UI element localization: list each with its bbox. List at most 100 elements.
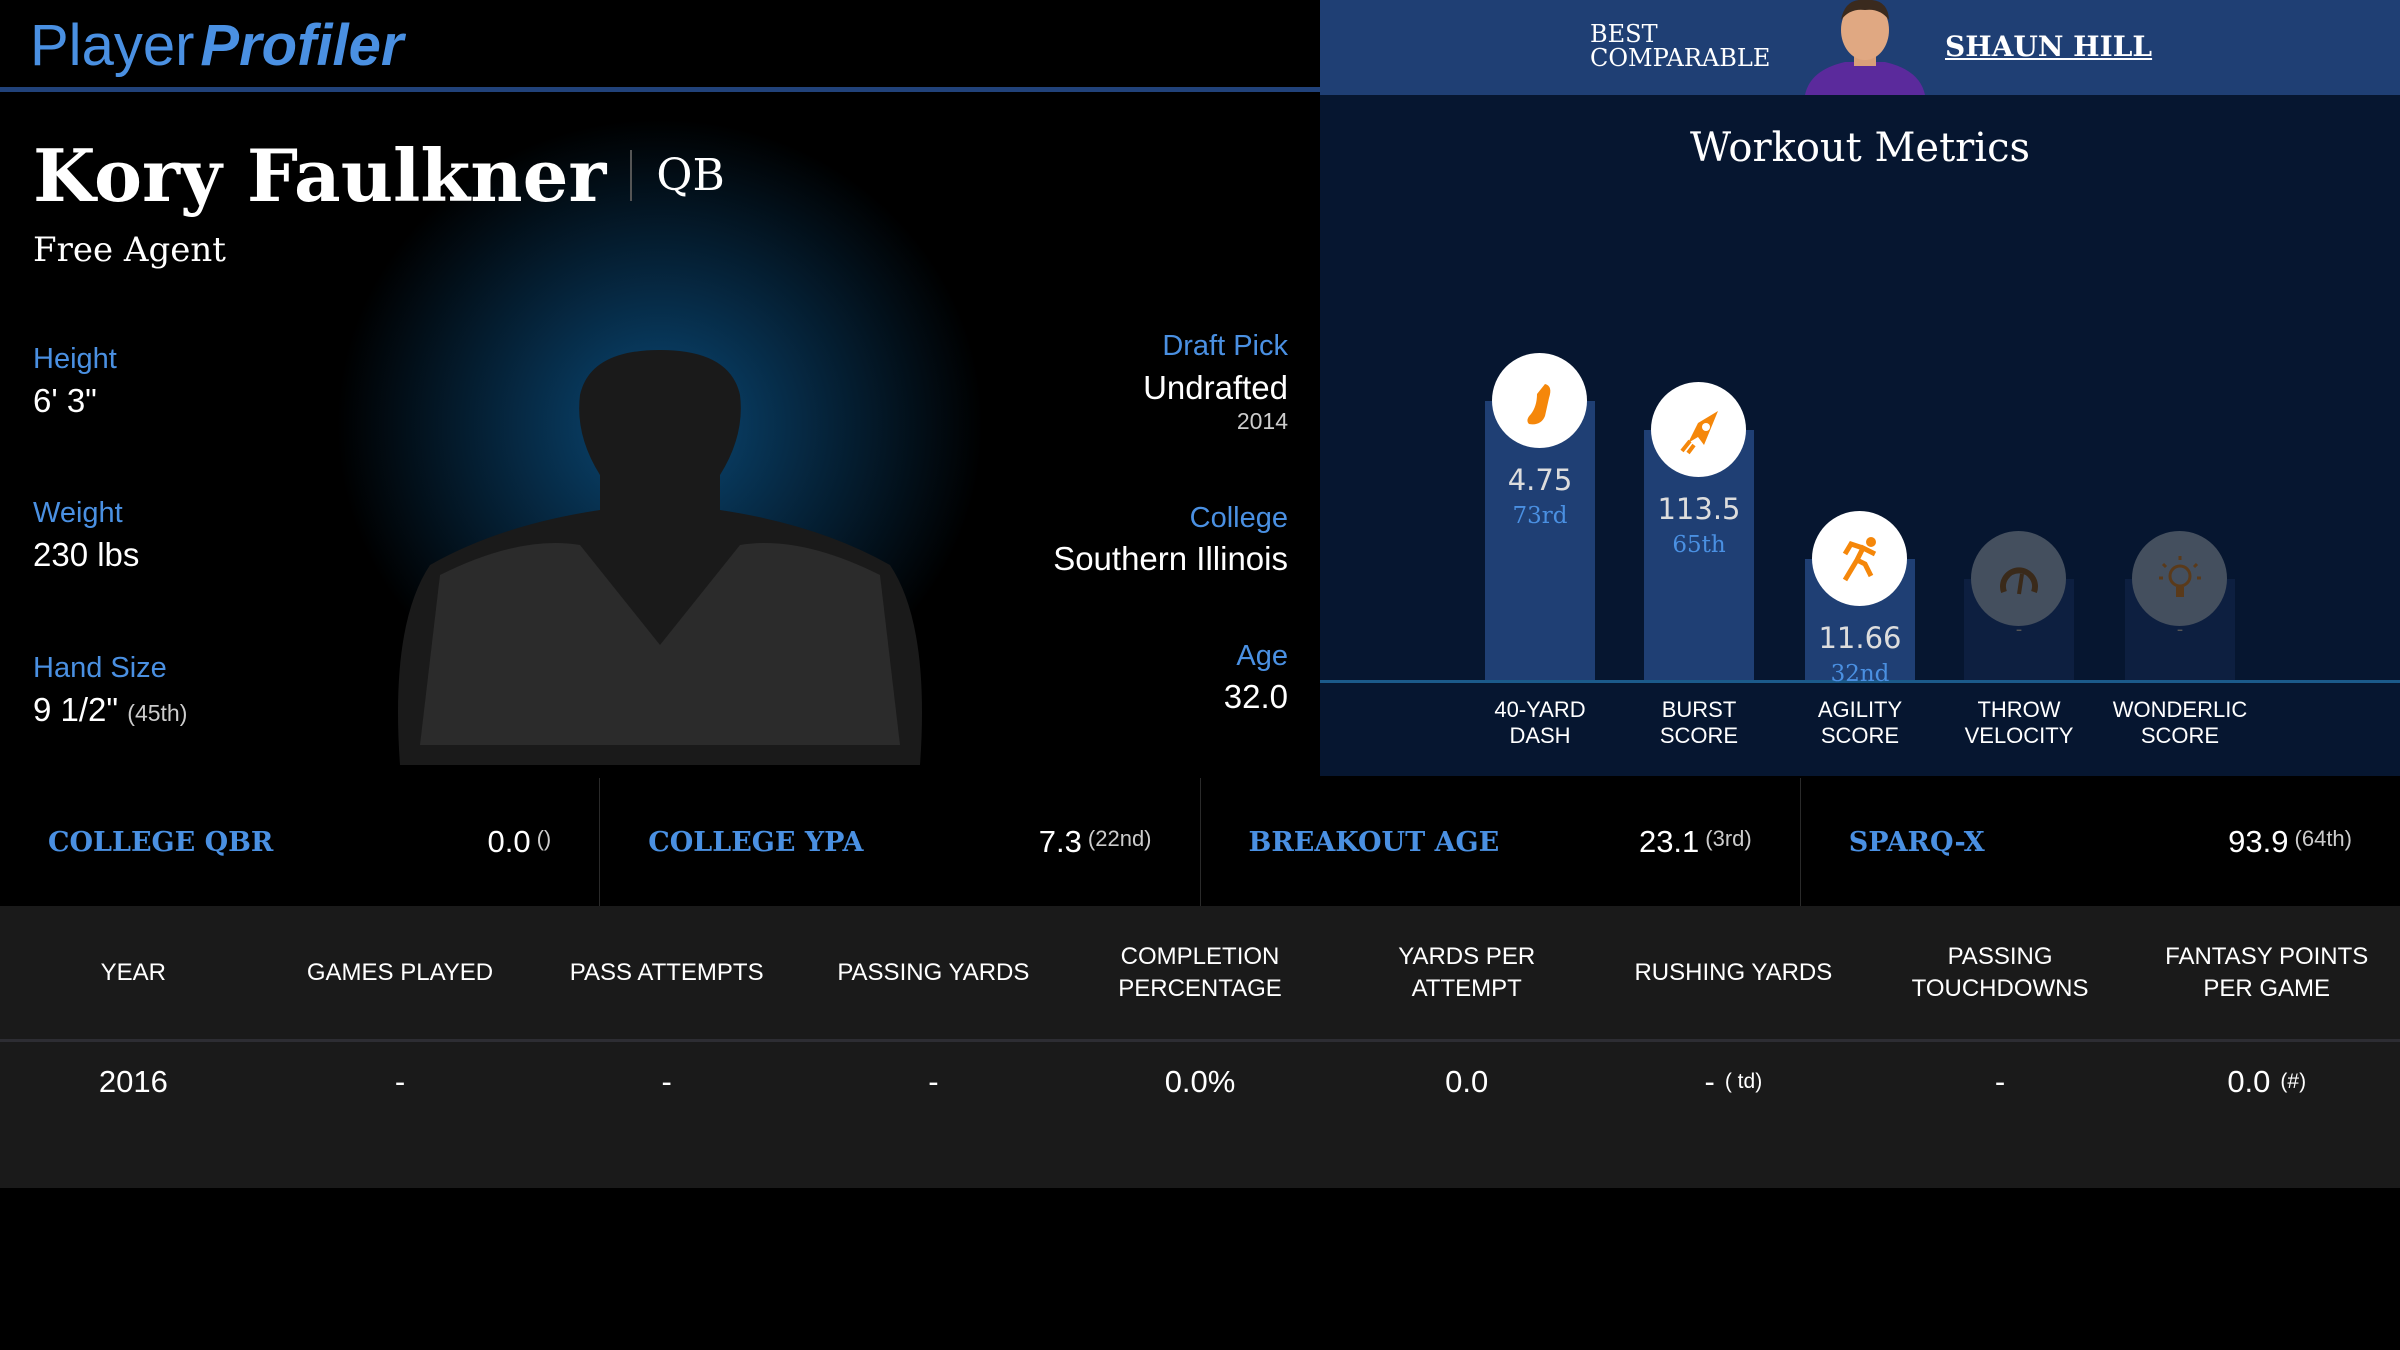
best-label: BEST: [1590, 20, 1658, 48]
logo-text-profiler: Profiler: [200, 13, 404, 78]
column-header[interactable]: RUSHING YARDS: [1634, 958, 1833, 986]
cell-value: 0.0: [2227, 1064, 2271, 1099]
metric-label-line1: WONDERLIC: [2112, 697, 2248, 722]
shoe-icon: [1492, 353, 1587, 448]
cell-value: -: [928, 1064, 939, 1099]
table-cell: -: [533, 1042, 800, 1122]
column-header[interactable]: YARDS PER ATTEMPT: [1398, 942, 1536, 1002]
metric-value: 11.66: [1818, 621, 1902, 655]
stat-college-ypa: COLLEGE YPA 7.3 (22nd): [600, 778, 1201, 906]
player-team: Free Agent: [33, 230, 226, 270]
column-header[interactable]: YEAR: [100, 958, 167, 986]
table-cell: 0.0: [1333, 1042, 1600, 1122]
college-value: Southern Illinois: [1053, 540, 1288, 577]
cell-extra: ( td): [1724, 1070, 1763, 1093]
rocket-icon: [1651, 382, 1746, 477]
logo[interactable]: Player Profiler: [30, 12, 403, 79]
stat-value: 23.1: [1638, 824, 1700, 859]
player-title-row: Kory Faulkner QB: [33, 133, 725, 218]
metric-label: THROW VELOCITY: [1939, 697, 2099, 749]
stat-value: 0.0: [487, 824, 531, 859]
cell-extra: (#): [2280, 1070, 2307, 1093]
cell-value: 0.0: [1445, 1064, 1489, 1099]
player-bio-panel: Kory Faulkner QB Free Agent Height 6' 3"…: [0, 95, 1320, 776]
column-header[interactable]: GAMES PLAYED: [306, 958, 494, 986]
hand-size: 9 1/2": [33, 691, 119, 728]
lightbulb-icon: [2132, 531, 2227, 626]
chart-baseline: [1320, 680, 2400, 683]
table-header-row: YEAR GAMES PLAYED PASS ATTEMPTS PASSING YAR…: [0, 906, 2400, 1042]
metric-label-line2: SCORE: [1820, 723, 1900, 748]
best-comparable-link[interactable]: SHAUN HILL: [1945, 30, 2153, 63]
metric-label: AGILITY SCORE: [1780, 697, 1940, 749]
cell-value: -: [1994, 1064, 2006, 1099]
column-header[interactable]: COMPLETION PERCENTAGE: [1118, 942, 1282, 1002]
table-row: 2016 - - - 0.0% 0.0 -( td) - 0.0 (#): [0, 1042, 2400, 1122]
stat-percentile: (22nd): [1087, 825, 1152, 851]
weight-value: 230 lbs: [33, 536, 140, 573]
metric-label-line2: VELOCITY: [1964, 723, 2074, 748]
metric-percentile: 73rd: [1512, 503, 1568, 529]
runner-icon: [1812, 511, 1907, 606]
speedometer-icon: [1971, 531, 2066, 626]
metric-value: -: [2015, 619, 2023, 640]
weight-label: Weight: [33, 497, 123, 529]
height-label: Height: [33, 343, 117, 375]
stat-breakout-age: BREAKOUT AGE 23.1 (3rd): [1201, 778, 1801, 906]
table-cell: -: [800, 1042, 1067, 1122]
player-position: QB: [630, 150, 725, 201]
hand-size-percentile: (45th): [127, 700, 188, 726]
player-name: Kory Faulkner: [33, 133, 607, 218]
stat-percentile: (3rd): [1705, 825, 1752, 851]
age-label: Age: [1236, 640, 1288, 672]
cell-value: -: [661, 1064, 672, 1099]
metric-label: WONDERLIC SCORE: [2100, 697, 2260, 749]
workout-bar-1: 4.75 73rd: [1485, 401, 1595, 680]
table-cell: -( td): [1600, 1042, 1867, 1122]
metric-label: 40-YARD DASH: [1460, 697, 1620, 749]
college-label: College: [1189, 502, 1288, 534]
metric-label-line2: SCORE: [2140, 723, 2220, 748]
stat-value: 93.9: [2228, 824, 2289, 859]
metric-label-line2: DASH: [1509, 723, 1571, 748]
table-cell: -: [1867, 1042, 2134, 1122]
cell-value: 2016: [98, 1064, 168, 1099]
stat-label: SPARQ-X: [1848, 826, 1985, 858]
metric-label-line1: THROW: [1977, 697, 2061, 722]
hand-size-label: Hand Size: [33, 652, 167, 684]
season-stats-table: YEAR GAMES PLAYED PASS ATTEMPTS PASSING YAR…: [0, 906, 2400, 1188]
cell-value: -: [394, 1064, 406, 1099]
table-cell: 0.0%: [1067, 1042, 1334, 1122]
stat-percentile: (64th): [2294, 825, 2352, 851]
stat-label: COLLEGE YPA: [648, 826, 864, 858]
metric-label-line1: AGILITY: [1817, 697, 1903, 722]
metric-value: 113.5: [1657, 492, 1741, 526]
workout-metrics-panel: Workout Metrics 4.75 73rd 40-YARD DASH 113.5…: [1320, 95, 2400, 776]
draft-year: 2014: [1236, 408, 1288, 434]
hand-size-value: 9 1/2" (45th): [33, 691, 187, 729]
cell-value: 0.0%: [1164, 1064, 1236, 1099]
stat-label: COLLEGE QBR: [48, 826, 274, 858]
metric-label-line1: BURST: [1661, 697, 1737, 722]
stat-label: BREAKOUT AGE: [1248, 826, 1500, 858]
metric-percentile: 32nd: [1830, 661, 1890, 687]
college-stats-bar: COLLEGE QBR 0.0() COLLEGE YPA 7.3 (22nd) BR…: [0, 778, 2400, 906]
metric-value: 4.75: [1507, 463, 1573, 497]
column-header[interactable]: PASSING YARDS: [837, 958, 1030, 986]
column-header[interactable]: PASSING TOUCHDOWNS: [1911, 942, 2089, 1002]
column-header[interactable]: PASS ATTEMPTS: [569, 958, 764, 986]
stat-percentile: (): [536, 825, 552, 851]
stat-value: 7.3: [1038, 824, 1082, 859]
age-value: 32.0: [1223, 678, 1288, 715]
comparable-player-photo: [1800, 0, 1930, 95]
player-silhouette: [398, 350, 922, 765]
header-left: Player Profiler: [0, 0, 1320, 92]
best-comparable-label: BEST COMPARABLE: [1590, 22, 1770, 70]
metric-label-line2: SCORE: [1659, 723, 1739, 748]
height-value: 6' 3": [33, 382, 97, 419]
best-comparable-bar: BEST COMPARABLE SHAUN HILL: [1320, 0, 2400, 95]
table-cell: 2016: [0, 1042, 267, 1122]
workout-metrics-title: Workout Metrics: [1689, 125, 2031, 171]
draft-pick-value: Undrafted: [1143, 369, 1288, 406]
column-header[interactable]: FANTASY POINTS PER GAME: [2165, 942, 2369, 1002]
